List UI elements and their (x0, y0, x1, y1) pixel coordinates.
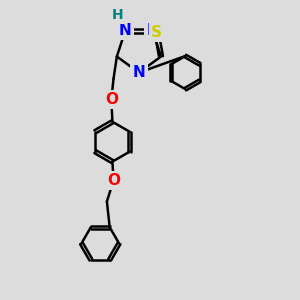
Text: N: N (133, 65, 145, 80)
Text: S: S (151, 25, 162, 40)
Text: N: N (146, 23, 159, 38)
Text: H: H (112, 8, 123, 22)
Text: N: N (119, 23, 132, 38)
Text: O: O (105, 92, 118, 107)
Text: O: O (107, 173, 120, 188)
